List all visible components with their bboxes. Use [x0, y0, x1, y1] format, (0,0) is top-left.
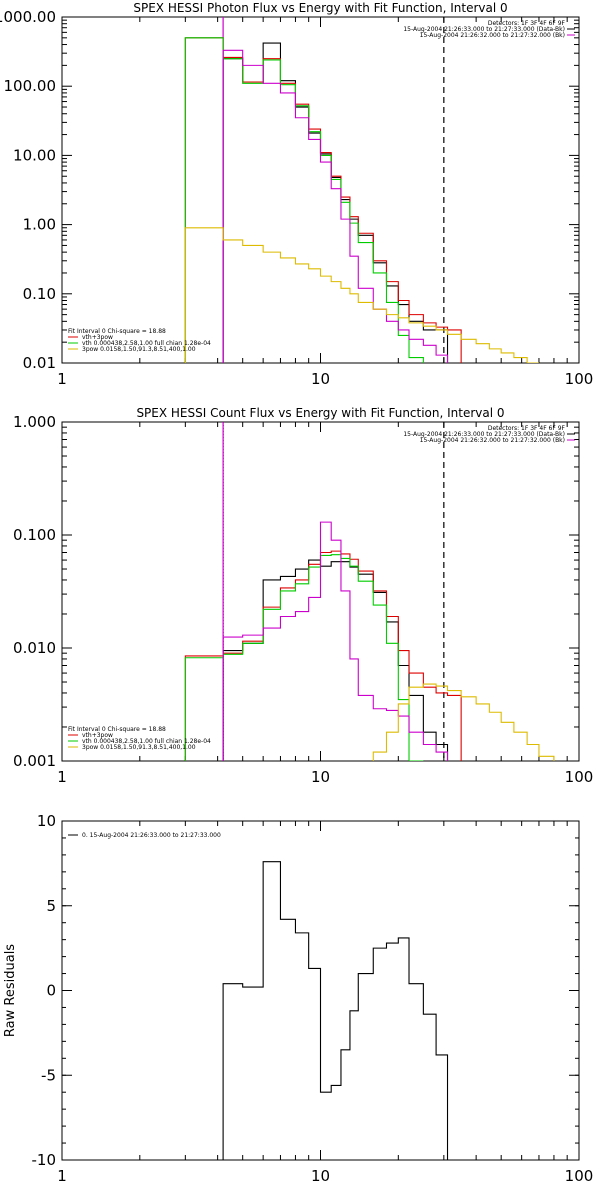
fit-legend-1-0: Fit Interval 0 Chi-square = 18.88 [68, 726, 166, 733]
series-Data-Bk-1 [222, 559, 449, 761]
y-tick-label-0: 10.00 [13, 146, 56, 164]
y-tick-label-2: -10 [32, 1151, 57, 1169]
fit-legend-1-1: vth+3pow [82, 732, 113, 739]
y-tick-label-1: 0.100 [13, 526, 56, 544]
x-tick-label-0: 100 [565, 370, 594, 388]
x-tick-label-2: 1 [57, 1167, 67, 1185]
header-line-0-2: 15-Aug-2004 21:26:32.000 to 21:27:32.000… [420, 32, 565, 39]
x-tick-label-1: 1 [57, 768, 67, 786]
y-tick-label-0: 0.10 [23, 285, 56, 303]
y-tick-label-0: 1000.00 [0, 8, 56, 26]
y-tick-label-1: 0.010 [13, 639, 56, 657]
y-tick-label-0: 1.00 [23, 216, 56, 234]
header-line-1-1: 15-Aug-2004 21:26:33.000 to 21:27:33.000… [403, 431, 565, 438]
x-tick-label-0: 10 [311, 370, 330, 388]
header-line-0-1: 15-Aug-2004 21:26:33.000 to 21:27:33.000… [403, 26, 565, 33]
y-tick-label-2: 5 [46, 897, 56, 915]
y-tick-label-1: 0.001 [13, 752, 56, 770]
series-Bk-0 [222, 49, 449, 363]
y-tick-label-0: 100.00 [4, 77, 57, 95]
y-tick-label-2: -5 [41, 1066, 56, 1084]
fit-legend-0-3: 3pow 0.0158,1.50,91.3,8.51,400,1.00 [82, 346, 196, 353]
fit-legend-1-3: 3pow 0.0158,1.50,91.3,8.51,400,1.00 [82, 744, 196, 751]
header-line-0-0: Detectors: 1F 3F 4F 6F 9F [488, 20, 566, 27]
y-tick-label-1: 1.000 [13, 413, 56, 431]
x-tick-label-2: 100 [565, 1167, 594, 1185]
chart-title-0: SPEX HESSI Photon Flux vs Energy with Fi… [133, 1, 507, 15]
chart-title-1: SPEX HESSI Count Flux vs Energy with Fit… [136, 406, 504, 420]
series-vth+3pow-1 [184, 550, 462, 761]
y-axis-label-2: Raw Residuals [3, 944, 18, 1037]
fit-legend-0-1: vth+3pow [82, 334, 113, 341]
fit-legend-0-0: Fit Interval 0 Chi-square = 18.88 [68, 328, 166, 335]
y-tick-label-2: 10 [37, 812, 56, 830]
x-tick-label-1: 100 [565, 768, 594, 786]
header-line-1-2: 15-Aug-2004 21:26:32.000 to 21:27:32.000… [420, 437, 565, 444]
y-tick-label-2: 0 [46, 982, 56, 1000]
series-residuals-2 [222, 861, 449, 1160]
series-3pow-1 [372, 683, 579, 761]
header-line-1-0: Detectors: 1F 3F 4F 6F 9F [488, 425, 566, 432]
series-Bk-1 [222, 521, 449, 761]
series-vth+3pow-0 [184, 37, 462, 363]
x-tick-label-1: 10 [311, 768, 330, 786]
fit-legend-1-2: vth 0.000438,2.58,1.00 full chian 1.28e-… [82, 738, 211, 745]
legend-2-0: 0. 15-Aug-2004 21:26:33.000 to 21:27:33.… [82, 832, 221, 839]
y-tick-label-0: 0.01 [23, 354, 56, 372]
series-3pow-0 [184, 227, 539, 363]
series-vth-1 [184, 554, 424, 761]
x-tick-label-2: 10 [311, 1167, 330, 1185]
plot-frame-0 [61, 16, 580, 364]
x-tick-label-0: 1 [57, 370, 67, 388]
fit-legend-0-2: vth 0.000438,2.58,1.00 full chian 1.28e-… [82, 340, 211, 347]
